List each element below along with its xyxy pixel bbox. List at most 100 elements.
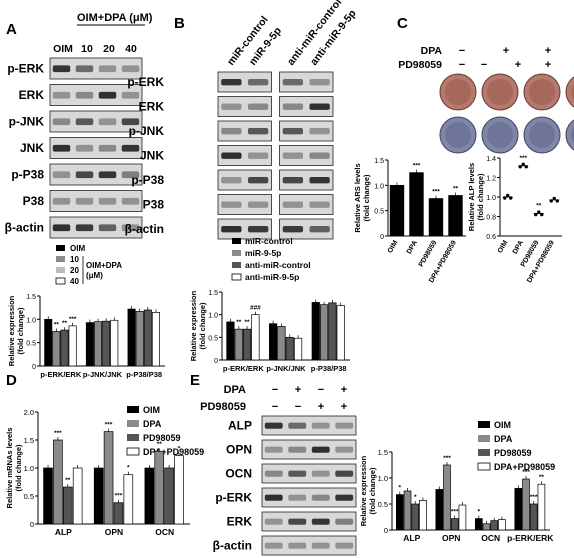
e-bar: [482, 523, 491, 531]
a-band: [75, 91, 94, 99]
c-ars-ylabel-1: (fold change): [362, 174, 371, 222]
c-ars-y-tick-label: 1.0: [374, 183, 384, 190]
e-row-label-4: ERK: [227, 514, 253, 528]
e-band: [335, 494, 354, 501]
e-legend-3: DPA+PD98059: [494, 462, 555, 472]
b-y-tick-label: 0.5: [208, 335, 218, 342]
b-sig-mark: **: [245, 319, 251, 326]
e-bar: [537, 483, 546, 531]
alp-well: [481, 116, 519, 154]
e-band: [311, 518, 330, 525]
d-legend-1: DPA: [143, 419, 162, 429]
panel-a-blot: OIM+DPA (μM) OIM 10 20 40 p-ERK ERK p-JNK J…: [5, 12, 153, 239]
e-band: [264, 446, 283, 453]
alp-well-stain: [487, 122, 513, 148]
b-band: [309, 103, 330, 110]
e-bar: [514, 488, 523, 531]
a-lane-2: 20: [103, 43, 115, 55]
e-band: [335, 446, 354, 453]
alp-well: [439, 116, 477, 154]
panel-c-ars-chart: 0 0.5 1.0 1.5 Relative ARS levels (fold chang…: [353, 158, 466, 284]
b-legend-1: miR-9-5p: [245, 248, 281, 258]
e-band: [288, 470, 307, 477]
b-blot-frame: [279, 120, 334, 142]
a-band: [98, 171, 117, 179]
e-bar: [490, 520, 499, 531]
e-bar: [443, 464, 451, 531]
a-bar: [127, 308, 136, 367]
e-band: [288, 494, 307, 501]
c-alp-point: [552, 196, 556, 201]
c-sign-1-1: −: [481, 59, 487, 71]
e-sig-mark: *: [399, 485, 402, 492]
a-row-label-3: JNK: [20, 141, 44, 155]
b-blot-frame: [217, 218, 272, 240]
ars-well: [565, 76, 574, 108]
e-band: [311, 542, 330, 549]
b-bar: [251, 314, 260, 361]
a-y-tick-label: 0: [32, 364, 36, 371]
c-sign-0-1: +: [503, 45, 509, 57]
a-lane-1: 10: [81, 43, 93, 55]
a-row-label-6: β-actin: [5, 221, 44, 235]
a-bar: [68, 325, 77, 367]
c-ars-bar: [448, 195, 463, 237]
e-sign-0-3: +: [341, 384, 347, 396]
a-band: [52, 224, 71, 232]
c-ars-x-tick-label: OIM: [387, 239, 400, 254]
panel-label-d: D: [6, 372, 17, 389]
e-x-tick-label: p-ERK/ERK: [507, 533, 554, 543]
a-blot-frame: [49, 216, 143, 239]
b-band: [247, 201, 269, 208]
e-sig-mark: ***: [443, 455, 451, 462]
c-alp-point: [521, 162, 525, 166]
a-bar: [143, 309, 152, 367]
b-sig-mark: **: [236, 319, 242, 326]
e-ylabel-0: Relative expression: [359, 455, 368, 526]
e-legend-1: DPA: [494, 434, 513, 444]
ars-well-stain: [571, 83, 574, 101]
b-blot-frame: [279, 71, 334, 93]
d-bar: [93, 467, 104, 525]
c-sign-1-0: −: [459, 59, 465, 71]
b-band: [221, 177, 242, 184]
e-bar: [435, 489, 444, 531]
a-band: [75, 144, 94, 152]
b-band: [309, 226, 330, 233]
e-row-label-2: OCN: [225, 466, 252, 480]
a-band: [98, 224, 117, 232]
panel-label-a: A: [6, 21, 17, 38]
d-bar: [43, 467, 53, 525]
a-band: [75, 171, 94, 179]
d-y-tick-label: 2.0: [24, 408, 34, 417]
a-bar: [94, 321, 103, 367]
a-lane-3: 40: [125, 43, 137, 55]
e-bar: [403, 490, 412, 531]
b-row-label-4: p-P38: [131, 173, 164, 187]
b-band: [309, 79, 330, 86]
d-x-tick-label: OCN: [155, 527, 174, 537]
panel-e-blot: DPA PD98059 − + − + − − + + ALP OPN OCN p-E…: [200, 384, 357, 556]
e-band: [264, 494, 283, 501]
b-legend-3: anti-miR-9-5p: [245, 272, 299, 282]
e-band: [335, 518, 354, 525]
e-row-label-3: p-ERK: [215, 490, 252, 504]
e-band: [311, 446, 330, 453]
c-ars-x-tick-label: PD98059: [418, 239, 439, 268]
e-sig-mark: ***: [451, 509, 459, 516]
a-legend-unit: (μM): [86, 271, 103, 280]
b-band: [221, 201, 242, 208]
d-legend-3: DPA+PD98059: [143, 447, 204, 457]
b-bar: [311, 302, 320, 361]
a-sig-mark: **: [62, 320, 68, 327]
b-blot-frame: [279, 194, 334, 215]
b-ylabel-0: Relative expression: [189, 290, 198, 361]
d-sig-mark: ***: [115, 493, 123, 500]
c-sign-1-3: +: [545, 59, 551, 71]
e-band: [311, 494, 330, 501]
b-sig-mark: ###: [250, 305, 261, 312]
e-sig-mark: *: [478, 509, 481, 516]
b-band: [309, 201, 330, 208]
b-blot-frame: [217, 145, 272, 166]
e-band: [264, 518, 283, 525]
